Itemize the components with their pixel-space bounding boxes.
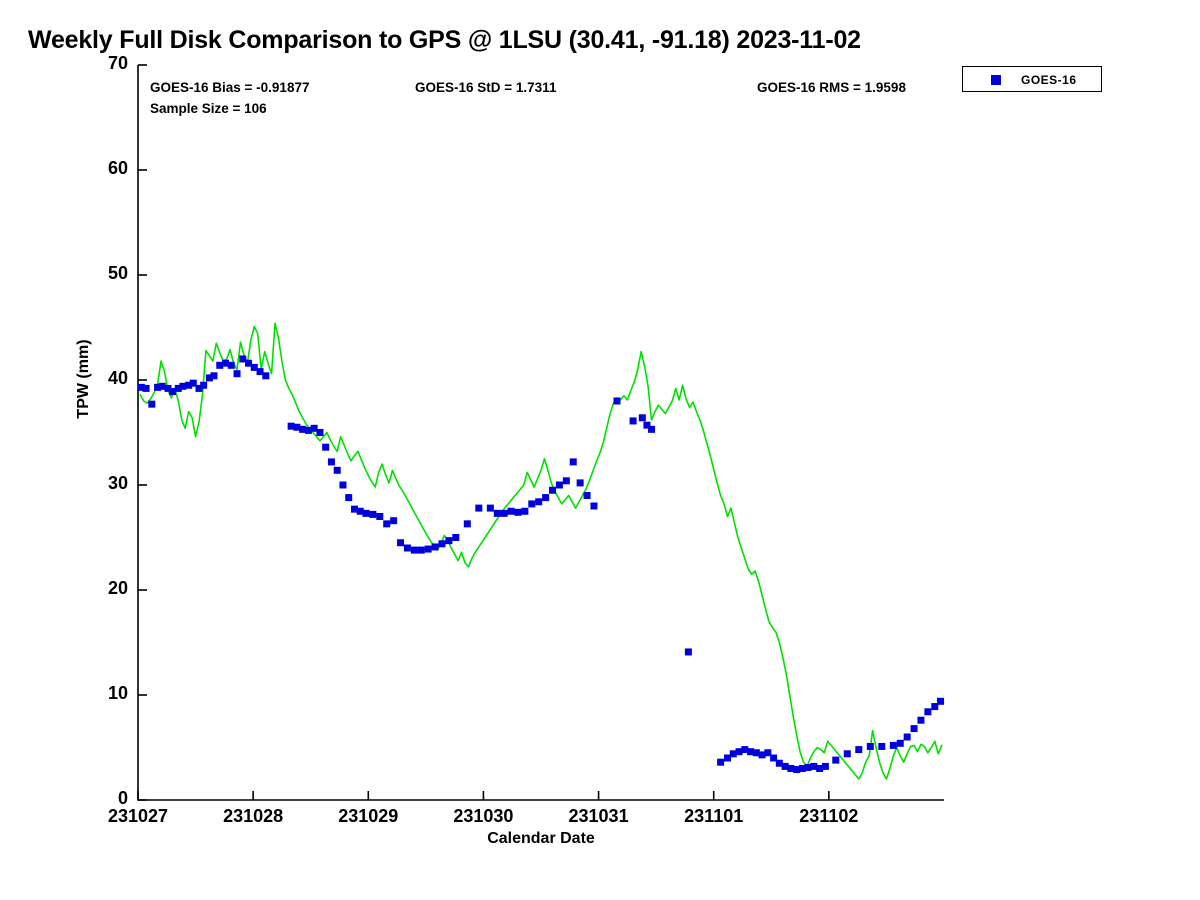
stat-rms: GOES-16 RMS = 1.9598	[757, 80, 906, 95]
y-tick-label: 60	[107, 158, 128, 178]
axis-ticks	[137, 64, 830, 801]
x-tick-label: 231029	[338, 806, 399, 826]
y-tick-label: 50	[107, 263, 128, 283]
x-axis-label: Calendar Date	[487, 830, 595, 847]
x-tick-label: 231101	[684, 806, 744, 826]
series-line-gps	[139, 322, 943, 780]
x-tick-label: 231030	[453, 806, 514, 826]
x-tick-label: 231027	[107, 806, 169, 826]
chart-legend: GOES-16	[962, 66, 1102, 92]
y-tick-label: 70	[107, 53, 128, 73]
x-tick-label: 231028	[223, 806, 284, 826]
legend-label-goes-16: GOES-16	[1021, 73, 1077, 87]
y-tick-label: 20	[107, 578, 128, 598]
x-tick-label: 231031	[568, 806, 629, 826]
stat-std: GOES-16 StD = 1.7311	[415, 80, 557, 95]
page-title: Weekly Full Disk Comparison to GPS @ 1LS…	[28, 26, 861, 54]
legend-marker-goes-16	[991, 75, 1001, 85]
x-tick-label: 231102	[799, 806, 859, 826]
y-tick-label: 40	[107, 368, 128, 388]
series-markers-goes-16	[137, 355, 945, 774]
y-tick-label: 10	[107, 683, 128, 703]
stat-sample-size: Sample Size = 106	[150, 101, 267, 116]
y-tick-label: 30	[107, 473, 128, 493]
axis-spines	[137, 65, 944, 801]
y-tick-label: 0	[117, 788, 128, 808]
stat-bias: GOES-16 Bias = -0.91877	[150, 80, 310, 95]
